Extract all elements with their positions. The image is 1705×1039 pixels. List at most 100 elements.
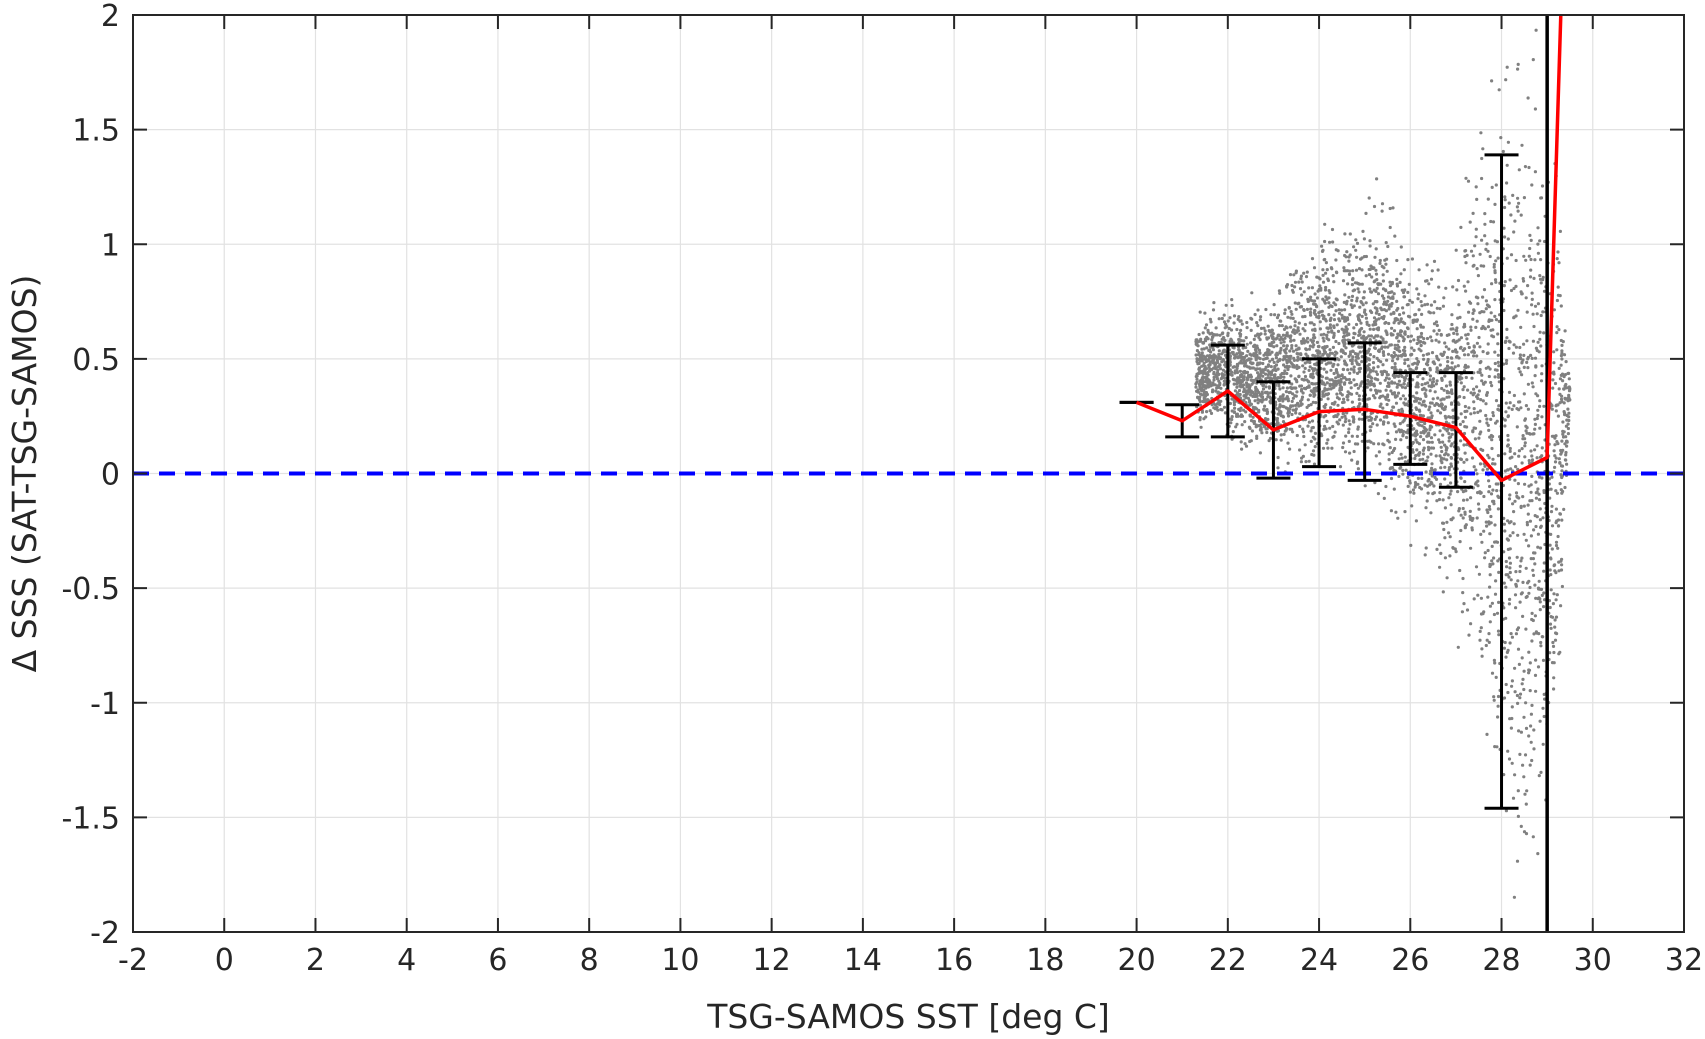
scatter-point	[1488, 435, 1492, 439]
scatter-point	[1480, 238, 1484, 242]
scatter-point	[1479, 626, 1483, 630]
scatter-point	[1243, 420, 1247, 424]
scatter-point	[1473, 426, 1478, 430]
scatter-point	[1349, 303, 1353, 307]
scatter-point	[1517, 168, 1521, 172]
scatter-point	[1365, 322, 1369, 326]
scatter-point	[1514, 491, 1519, 495]
scatter-point	[1548, 605, 1552, 610]
scatter-point	[1395, 299, 1399, 303]
scatter-point	[1504, 559, 1508, 564]
scatter-point	[1243, 364, 1247, 368]
scatter-point	[1431, 492, 1435, 496]
scatter-point	[1222, 349, 1226, 353]
scatter-point	[1348, 313, 1352, 317]
scatter-point	[1411, 448, 1415, 452]
scatter-point	[1433, 468, 1437, 472]
scatter-point	[1341, 423, 1345, 427]
scatter-point	[1450, 313, 1454, 317]
scatter-point	[1289, 334, 1293, 338]
scatter-point	[1484, 307, 1488, 311]
scatter-point	[1484, 413, 1488, 418]
scatter-point	[1298, 412, 1302, 416]
scatter-point	[1274, 438, 1278, 442]
scatter-point	[1447, 531, 1451, 535]
scatter-point	[1321, 352, 1325, 357]
scatter-point	[1289, 310, 1293, 314]
scatter-point	[1232, 321, 1236, 325]
scatter-point	[1216, 360, 1220, 364]
scatter-point	[1343, 293, 1347, 297]
scatter-point	[1337, 341, 1341, 346]
scatter-point	[1294, 394, 1298, 398]
scatter-point	[1556, 285, 1560, 289]
scatter-point	[1451, 408, 1455, 412]
scatter-point	[1477, 436, 1481, 440]
scatter-point	[1559, 568, 1564, 572]
scatter-point	[1478, 638, 1482, 642]
scatter-point	[1463, 480, 1467, 484]
scatter-point	[1551, 386, 1555, 390]
scatter-point	[1465, 337, 1469, 341]
scatter-point	[1443, 477, 1447, 481]
scatter-point	[1432, 360, 1436, 364]
scatter-point	[1564, 360, 1568, 364]
scatter-point	[1261, 387, 1266, 391]
scatter-point	[1205, 410, 1209, 414]
scatter-point	[1218, 383, 1222, 387]
scatter-point	[1463, 524, 1467, 528]
scatter-point	[1425, 336, 1430, 341]
scatter-point	[1452, 338, 1456, 342]
scatter-point	[1438, 565, 1442, 569]
scatter-point	[1534, 365, 1538, 369]
scatter-point	[1198, 399, 1202, 404]
scatter-point	[1515, 859, 1520, 863]
scatter-point	[1410, 346, 1414, 350]
scatter-point	[1318, 327, 1322, 331]
scatter-point	[1369, 411, 1373, 415]
scatter-point	[1558, 377, 1562, 381]
scatter-point	[1531, 58, 1535, 62]
scatter-point	[1335, 298, 1339, 302]
scatter-point	[1266, 353, 1270, 357]
scatter-point	[1432, 311, 1436, 315]
scatter-point	[1526, 512, 1530, 516]
scatter-point	[1311, 340, 1315, 344]
scatter-point	[1472, 597, 1476, 601]
scatter-point	[1485, 417, 1489, 421]
scatter-point	[1278, 319, 1282, 323]
scatter-point	[1356, 467, 1360, 471]
scatter-point	[1387, 458, 1391, 462]
scatter-point	[1283, 365, 1287, 369]
scatter-point	[1428, 368, 1432, 372]
scatter-point	[1384, 241, 1388, 245]
scatter-point	[1197, 361, 1201, 366]
scatter-point	[1230, 298, 1234, 302]
scatter-point	[1244, 401, 1248, 405]
scatter-point	[1560, 349, 1564, 353]
scatter-point	[1556, 546, 1560, 550]
scatter-point	[1534, 689, 1538, 693]
scatter-point	[1380, 209, 1384, 213]
scatter-point	[1505, 181, 1509, 185]
scatter-point	[1352, 245, 1356, 249]
scatter-point	[1527, 668, 1532, 672]
scatter-point	[1364, 211, 1368, 215]
scatter-point	[1282, 432, 1286, 436]
scatter-point	[1297, 321, 1301, 325]
scatter-point	[1366, 364, 1370, 368]
scatter-point	[1493, 278, 1498, 282]
scatter-point	[1477, 572, 1481, 576]
scatter-point	[1555, 593, 1559, 597]
scatter-point	[1324, 403, 1328, 407]
scatter-point	[1481, 448, 1485, 452]
scatter-point	[1240, 423, 1244, 427]
scatter-point	[1249, 328, 1253, 332]
scatter-point	[1472, 387, 1476, 391]
scatter-point	[1386, 381, 1390, 385]
scatter-point	[1327, 387, 1331, 391]
scatter-point	[1347, 419, 1351, 423]
scatter-point	[1380, 202, 1385, 206]
scatter-point	[1340, 316, 1344, 320]
scatter-point	[1515, 693, 1519, 698]
